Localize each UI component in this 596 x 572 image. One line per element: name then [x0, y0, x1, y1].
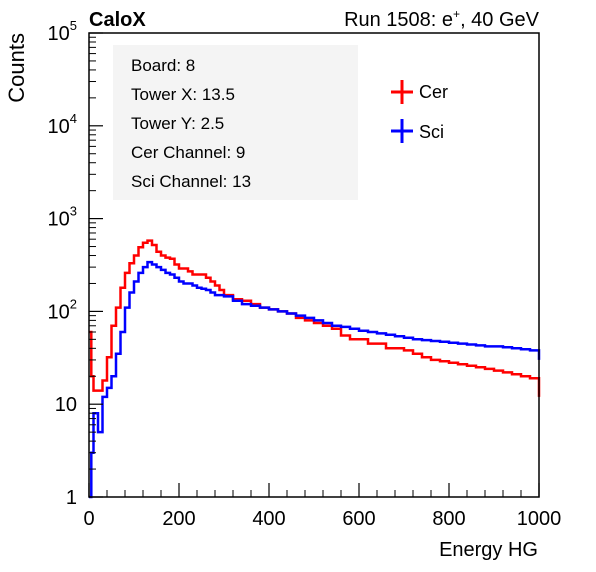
series-cer-line — [89, 239, 541, 397]
info-board: Board: 8 — [131, 56, 195, 75]
legend-marker-sci — [391, 119, 413, 143]
run-suffix: , 40 GeV — [460, 9, 540, 31]
legend-label-cer: Cer — [419, 82, 448, 102]
info-cer-channel: Cer Channel: 9 — [131, 143, 245, 162]
run-label: Run 1508: e+, 40 GeV — [344, 7, 540, 31]
y-tick-label: 104 — [48, 111, 77, 138]
y-tick-label: 105 — [48, 18, 77, 45]
y-tick-base: 10 — [55, 394, 77, 416]
y-tick-label: 102 — [48, 296, 77, 323]
x-tick-label: 0 — [83, 508, 94, 530]
run-sup: + — [453, 7, 460, 21]
info-box-background — [113, 45, 358, 200]
y-tick-base: 10 — [48, 116, 70, 138]
legend-label-sci: Sci — [419, 122, 444, 142]
run-prefix: Run 1508: e — [344, 9, 453, 31]
y-tick-exponent: 4 — [70, 111, 77, 126]
info-sci-channel: Sci Channel: 13 — [131, 172, 251, 191]
x-axis-label: Energy HG — [439, 539, 538, 561]
y-tick-label: 1 — [66, 487, 77, 509]
info-tower-y: Tower Y: 2.5 — [131, 114, 224, 133]
plot-frame — [88, 32, 540, 498]
y-tick-label: 10 — [55, 394, 77, 416]
x-tick-label: 200 — [162, 508, 195, 530]
experiment-label: CaloX — [89, 9, 146, 31]
y-tick-base: 10 — [48, 301, 70, 323]
x-tick-label: 1000 — [517, 508, 562, 530]
x-tick-label: 400 — [252, 508, 285, 530]
info-box: Board: 8 Tower X: 13.5 Tower Y: 2.5 Cer … — [131, 56, 251, 191]
x-tick-label: 800 — [432, 508, 465, 530]
legend-marker-cer — [391, 80, 413, 104]
legend: Cer Sci — [391, 80, 448, 143]
y-tick-base: 10 — [48, 23, 70, 45]
y-tick-label: 103 — [48, 204, 77, 231]
series-layer — [89, 239, 541, 499]
series-sci-line — [89, 260, 541, 499]
info-tower-x: Tower X: 13.5 — [131, 85, 235, 104]
y-tick-base: 10 — [48, 209, 70, 231]
y-tick-exponent: 2 — [70, 296, 77, 311]
y-tick-exponent: 3 — [70, 204, 77, 219]
y-tick-exponent: 5 — [70, 18, 77, 33]
y-tick-base: 1 — [66, 487, 77, 509]
y-axis-label: Counts — [4, 33, 29, 103]
x-tick-label: 600 — [342, 508, 375, 530]
